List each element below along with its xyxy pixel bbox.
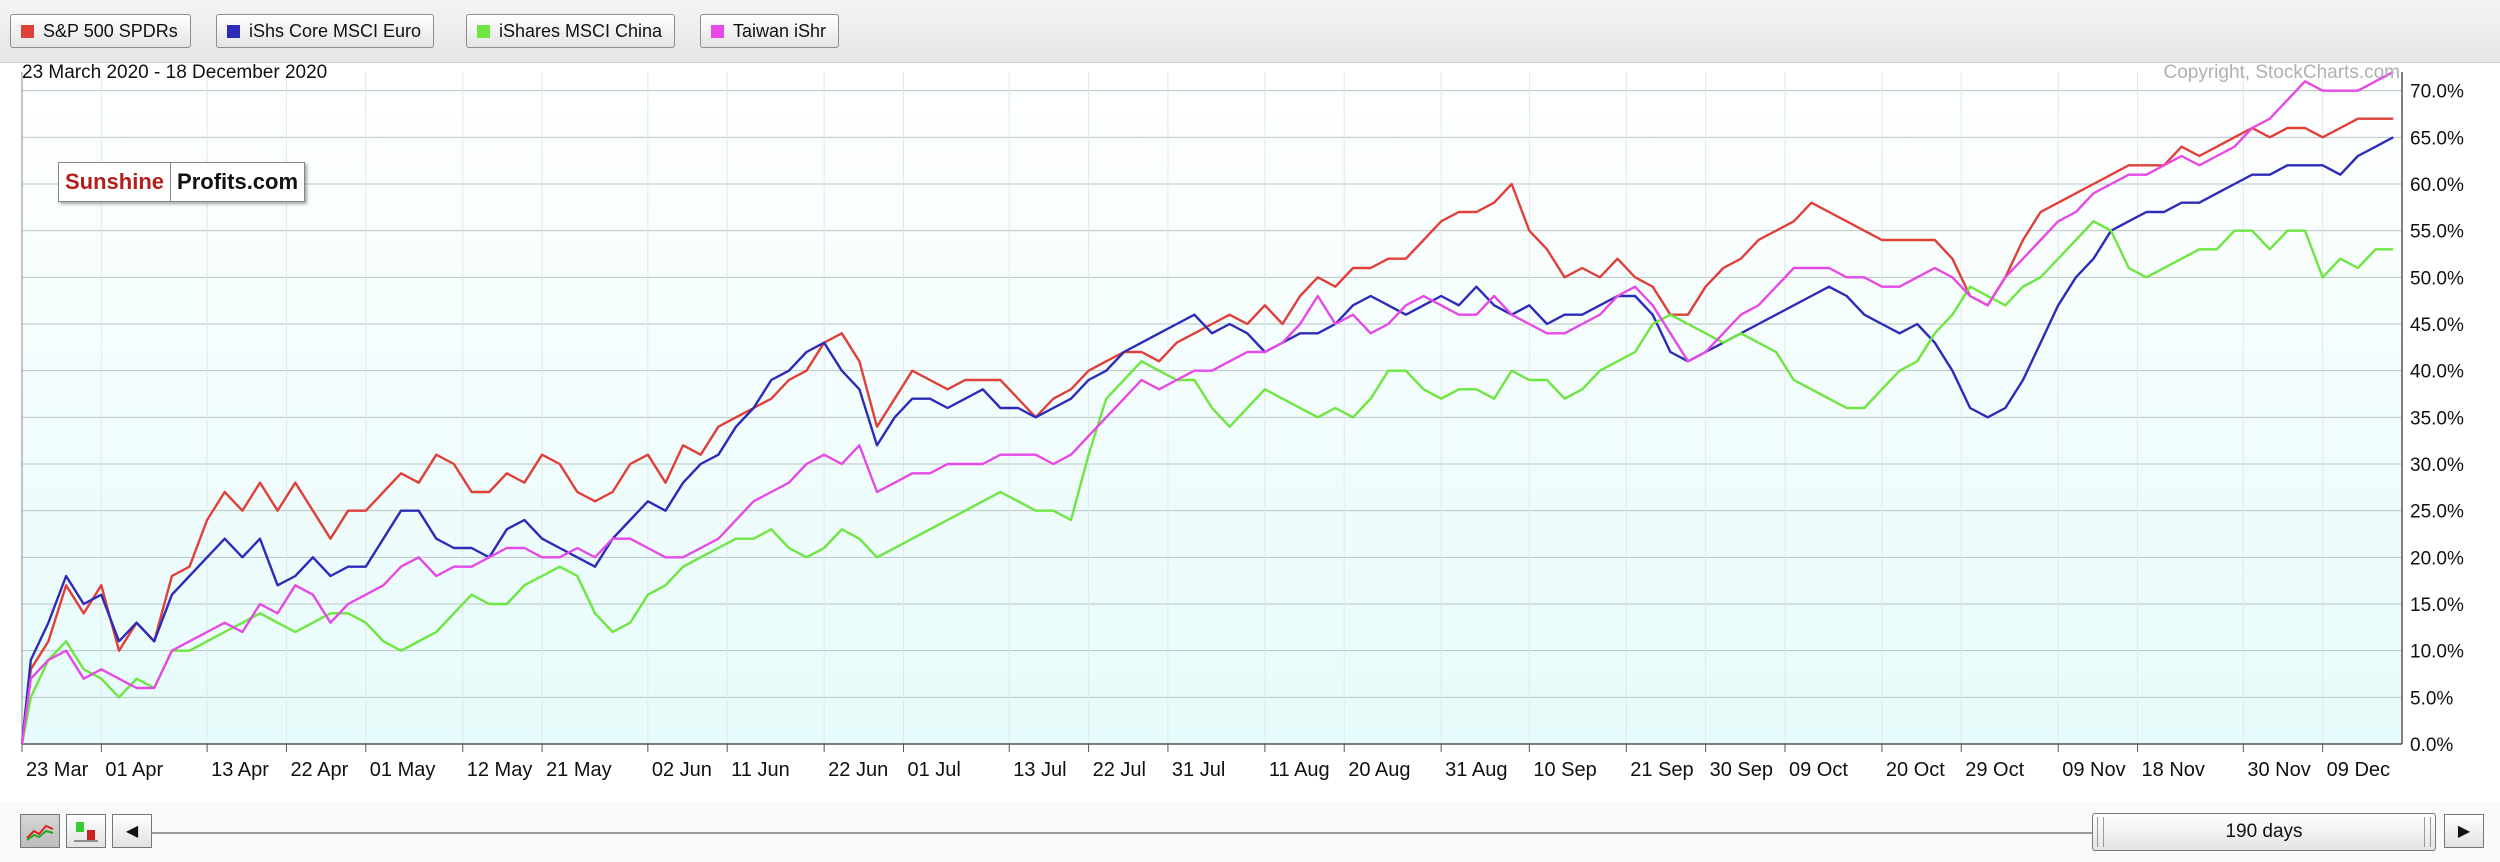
watermark-left: Sunshine — [59, 163, 172, 201]
x-tick-label: 01 May — [370, 759, 436, 781]
legend-item-sp500[interactable]: S&P 500 SPDRs — [10, 14, 191, 48]
x-tick-label: 23 Mar — [26, 759, 89, 781]
x-tick-label: 09 Nov — [2062, 759, 2125, 781]
x-tick-label: 22 Apr — [290, 759, 348, 781]
x-tick-label: 11 Aug — [1269, 759, 1330, 781]
x-tick-label: 29 Oct — [1965, 759, 2024, 781]
y-tick-label: 40.0% — [2410, 362, 2464, 383]
legend-item-msci-euro[interactable]: iShs Core MSCI Euro — [216, 14, 435, 48]
grip-right-icon[interactable] — [2424, 817, 2431, 847]
x-tick-label: 31 Aug — [1445, 759, 1507, 781]
y-tick-label: 60.0% — [2410, 175, 2464, 196]
y-tick-label: 0.0% — [2410, 735, 2453, 756]
series-line-3 — [20, 70, 2394, 745]
date-range: 23 March 2020 - 18 December 2020 — [22, 62, 328, 83]
x-tick-label: 20 Aug — [1348, 759, 1410, 781]
legend-label: S&P 500 SPDRs — [43, 20, 178, 41]
slider-track[interactable] — [152, 832, 2092, 834]
legend-label: iShs Core MSCI Euro — [249, 20, 422, 41]
x-tick-label: 09 Oct — [1789, 759, 1848, 781]
y-tick-label: 10.0% — [2410, 642, 2464, 663]
x-tick-label: 11 Jun — [731, 759, 790, 781]
series-line-2 — [20, 220, 2394, 745]
y-tick-label: 45.0% — [2410, 315, 2464, 336]
y-tick-label: 70.0% — [2410, 82, 2464, 103]
x-tick-label: 02 Jun — [652, 759, 712, 781]
x-tick-label: 13 Jul — [1013, 759, 1066, 781]
x-tick-label: 20 Oct — [1886, 759, 1945, 781]
grip-left-icon[interactable] — [2097, 817, 2104, 847]
bar-chart-icon[interactable] — [66, 814, 106, 848]
right-arrow-icon[interactable]: ▶ — [2444, 814, 2484, 848]
legend-item-msci-china[interactable]: iShares MSCI China — [466, 14, 676, 48]
watermark-right: Profits.com — [177, 169, 299, 194]
y-tick-label: 50.0% — [2410, 268, 2464, 289]
bottom-controls: ◀ 190 days ▶ — [0, 802, 2500, 862]
x-tick-label: 01 Apr — [105, 759, 163, 781]
watermark-logo: Sunshine Profits.com — [58, 162, 306, 202]
y-tick-label: 30.0% — [2410, 455, 2464, 476]
x-tick-label: 22 Jul — [1093, 759, 1146, 781]
x-tick-label: 12 May — [467, 759, 533, 781]
legend-item-taiwan[interactable]: Taiwan iShr — [700, 14, 840, 48]
y-tick-label: 35.0% — [2410, 408, 2464, 429]
y-tick-label: 55.0% — [2410, 222, 2464, 243]
legend-label: Taiwan iShr — [733, 20, 827, 41]
x-tick-label: 21 May — [546, 759, 612, 781]
range-selector[interactable]: 190 days — [2092, 813, 2436, 851]
legend-swatch — [227, 24, 240, 38]
x-tick-label: 31 Jul — [1172, 759, 1225, 781]
x-tick-label: 09 Dec — [2327, 759, 2390, 781]
x-tick-label: 10 Sep — [1533, 759, 1596, 781]
x-tick-label: 21 Sep — [1630, 759, 1693, 781]
y-tick-label: 5.0% — [2410, 688, 2453, 709]
chart-canvas: 0.0% 5.0% 10.0% 15.0% 20.0% 25.0% 30.0% 35.0% 40… — [20, 70, 2464, 781]
x-tick-label: 18 Nov — [2142, 759, 2205, 781]
x-tick-label: 13 Apr — [211, 759, 269, 781]
copyright-text: Copyright, StockCharts.com — [2163, 62, 2400, 83]
legend-swatch — [21, 24, 34, 38]
x-tick-label: 30 Nov — [2247, 759, 2310, 781]
legend-bar: S&P 500 SPDRs iShs Core MSCI Euro iShare… — [0, 0, 2500, 63]
legend-swatch — [711, 24, 724, 38]
x-tick-label: 30 Sep — [1710, 759, 1773, 781]
y-tick-label: 15.0% — [2410, 595, 2464, 616]
x-tick-label: 22 Jun — [828, 759, 888, 781]
y-tick-label: 20.0% — [2410, 548, 2464, 569]
series-line-1 — [20, 136, 2394, 745]
y-tick-label: 25.0% — [2410, 502, 2464, 523]
range-label: 190 days — [2225, 821, 2303, 842]
x-tick-label: 01 Jul — [907, 759, 960, 781]
line-chart-icon[interactable] — [20, 814, 60, 848]
legend-swatch — [477, 24, 490, 38]
legend-label: iShares MSCI China — [499, 20, 663, 41]
left-arrow-icon[interactable]: ◀ — [112, 814, 152, 848]
y-tick-label: 65.0% — [2410, 128, 2464, 149]
